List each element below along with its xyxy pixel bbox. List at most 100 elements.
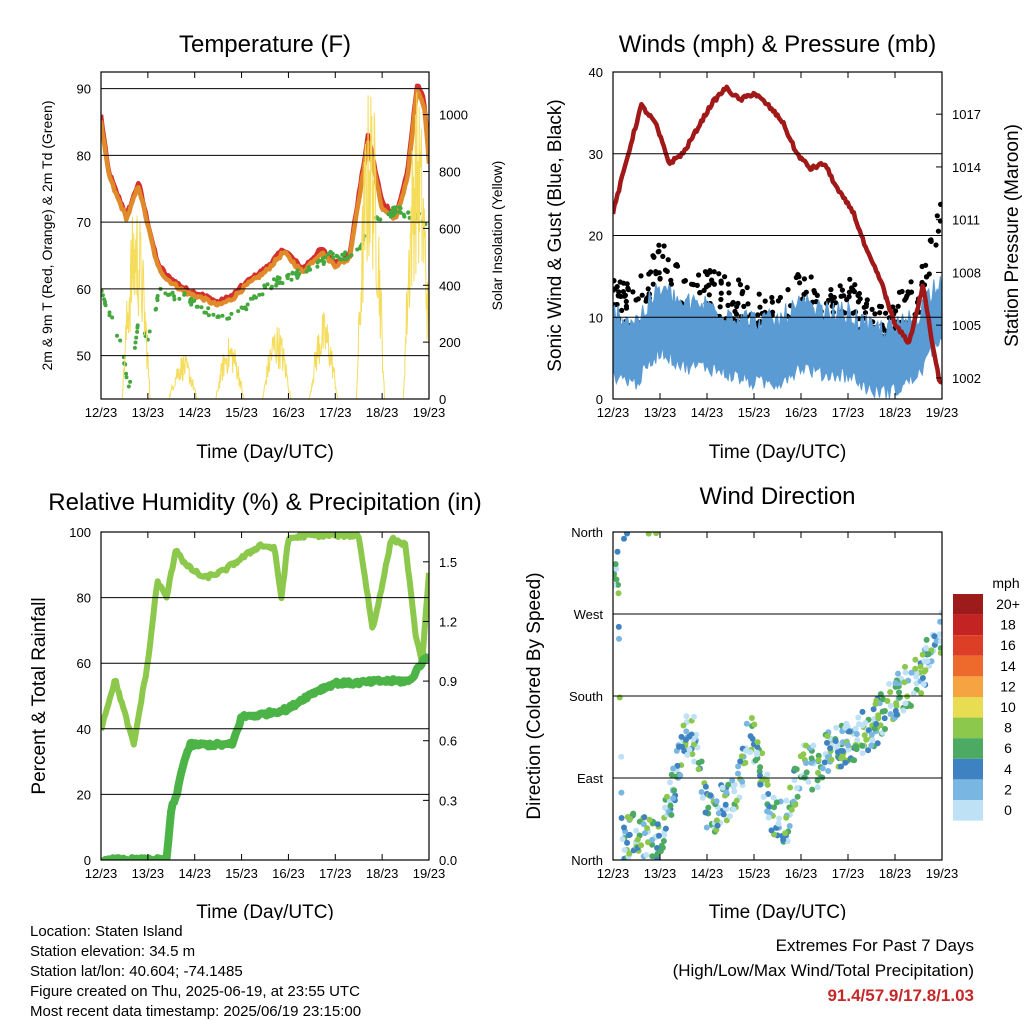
wind-direction-point [640, 821, 647, 828]
wind-direction-point [846, 728, 853, 735]
wind_direction-y-tick-label: West [574, 607, 604, 622]
wind-direction-point [754, 739, 761, 746]
extremes-panel: Extremes For Past 7 Days (High/Low/Max W… [673, 933, 974, 1008]
wind-direction-point [649, 836, 656, 843]
wind-direction-point [684, 751, 691, 758]
temperature-point-dewpoint [202, 310, 207, 315]
wind_direction-y-label: Direction (Colored By Speed) [524, 572, 545, 819]
humidity-x-tick-label: 13/23 [132, 866, 165, 881]
wind-direction-point [613, 565, 620, 572]
winds-y2-tick-label: 1002 [952, 371, 981, 386]
wind-direction-point [654, 855, 661, 860]
temperature-point-dewpoint [398, 206, 403, 211]
wind-direction-point [810, 742, 817, 749]
winds-point-gust [857, 296, 863, 302]
wind-direction-point [859, 750, 866, 757]
winds-point-gust [872, 311, 878, 317]
winds-y2-tick-label: 1011 [952, 213, 980, 228]
wind-direction-point [815, 769, 821, 776]
winds-y-tick-label: 20 [589, 229, 603, 244]
humidity-chart: Relative Humidity (%) & Precipitation (i… [29, 489, 482, 920]
wind-direction-point [615, 623, 622, 630]
wind_direction-y-tick-label: East [577, 771, 603, 786]
winds-point-gust [657, 276, 663, 282]
wind-direction-point [729, 777, 736, 784]
temperature-point-dewpoint [227, 316, 232, 321]
legend-label: 18 [1000, 617, 1016, 633]
winds-point-gust [625, 285, 631, 291]
wind-direction-point [621, 824, 627, 831]
humidity-y-tick-label: 80 [77, 591, 91, 606]
wind-direction-point [879, 708, 886, 715]
wind-direction-point [751, 721, 758, 728]
winds-point-gust [630, 289, 636, 295]
humidity-y2-tick-label: 1.2 [439, 614, 457, 629]
winds-x-tick-label: 17/23 [832, 405, 865, 420]
temperature-y2-tick-label: 200 [439, 335, 461, 350]
winds-point-gust [656, 242, 662, 248]
wind-direction-point [664, 793, 670, 800]
wind-direction-point [747, 749, 754, 756]
wind-direction-point [695, 759, 702, 766]
temperature-point-dewpoint [128, 379, 133, 384]
wind-direction-point [868, 731, 875, 738]
wind-direction-point [638, 842, 645, 849]
wind-direction-point [887, 689, 894, 696]
wind-direction-point [853, 746, 860, 753]
wind-direction-point [713, 798, 720, 805]
wind-direction-point [615, 590, 622, 597]
wind-direction-point [707, 792, 714, 799]
legend-label: 10 [1000, 699, 1016, 715]
solar-insolation-day [215, 338, 245, 399]
winds-x-tick-label: 13/23 [644, 405, 677, 420]
legend-swatch [953, 594, 983, 615]
wind-direction-point [671, 787, 678, 794]
wind-direction-point [619, 836, 626, 843]
wind-direction-point [618, 753, 625, 760]
legend-swatch [953, 635, 983, 656]
wind-direction-point [618, 789, 625, 796]
station-info: Location: Staten Island Station elevatio… [30, 922, 361, 1022]
legend-label: 6 [1004, 740, 1012, 756]
wind-direction-point [624, 532, 631, 537]
wind-direction-point [771, 804, 778, 811]
temperature-point-dewpoint [308, 267, 313, 272]
winds-point-gust [702, 269, 709, 275]
humidity-x-label: Time (Day/UTC) [196, 902, 334, 920]
wind-direction-point [668, 812, 675, 818]
temperature-point-dewpoint [229, 311, 234, 316]
extremes-subtitle: (High/Low/Max Wind/Total Precipitation) [672, 961, 974, 980]
temperature-point-dewpoint [133, 340, 138, 345]
legend-label: 16 [1000, 637, 1016, 653]
temperature-y-tick-label: 80 [77, 148, 91, 163]
wind-direction-point [757, 781, 764, 788]
wind-direction-point [775, 820, 782, 827]
winds-point-gust [785, 287, 791, 293]
winds-point-gust [755, 312, 761, 318]
winds-point-gust [717, 304, 723, 310]
wind-direction-point [882, 726, 888, 732]
wind-direction-point [722, 801, 729, 808]
humidity-x-tick-label: 19/23 [413, 866, 446, 881]
wind-direction-point [766, 803, 773, 810]
wind-direction-point [624, 814, 631, 820]
temperature-point-dewpoint [134, 335, 139, 340]
temperature-x-tick-label: 14/23 [178, 405, 211, 420]
winds-point-gust [613, 278, 617, 284]
winds-y2-tick-label: 1005 [952, 318, 981, 333]
wind_direction-x-tick-label: 16/23 [785, 866, 818, 881]
winds-point-gust [718, 296, 724, 303]
wind-direction-point [662, 825, 669, 832]
temperature-point-dewpoint [290, 271, 295, 276]
humidity-x-tick-label: 17/23 [319, 866, 352, 881]
wind-direction-point [641, 830, 648, 837]
wind-direction-point [902, 663, 908, 670]
temperature-point-dewpoint [107, 310, 112, 315]
temperature-y-label: 2m & 9m T (Red, Orange) & 2m Td (Green) [39, 101, 55, 371]
wind-direction-point [626, 850, 633, 857]
legend-label: 14 [1000, 658, 1016, 674]
winds-x-label: Time (Day/UTC) [709, 442, 847, 463]
winds-point-gust [662, 267, 669, 273]
winds-point-gust [846, 294, 852, 300]
temperature-point-dewpoint [375, 215, 380, 220]
